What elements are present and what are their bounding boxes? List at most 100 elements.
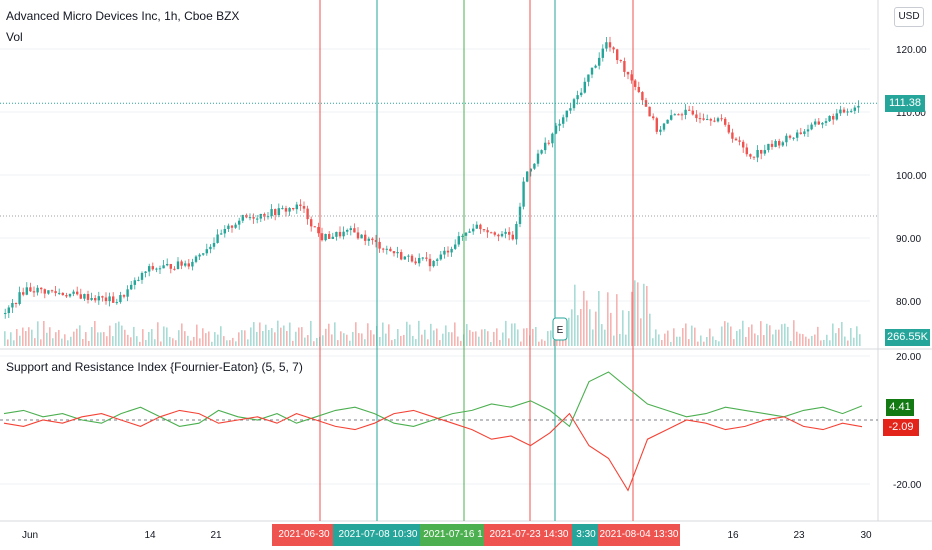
candle-body-181 [655,118,658,132]
candle-body-122 [443,250,446,255]
volume-bar-130 [394,339,396,346]
time-label-3: 2021-07-16 1 [420,524,486,546]
volume-bar-177 [535,327,537,346]
volume-bar-116 [352,331,354,346]
candle-body-13 [50,290,54,292]
candle-body-15 [58,292,61,294]
candle-body-32 [119,295,122,303]
volume-bar-103 [313,341,315,346]
earnings-marker [552,317,568,341]
candle-body-154 [558,123,561,126]
volume-bar-71 [217,334,219,346]
volume-bar-120 [364,339,366,346]
volume-bar-164 [496,328,498,346]
volume-bar-48 [148,331,150,346]
candle-body-121 [439,254,442,260]
candle-body-63 [230,225,234,228]
volume-bar-146 [442,333,444,346]
volume-bar-144 [436,328,438,346]
candle-body-28 [104,297,108,302]
volume-bar-58 [178,330,180,346]
volume-bar-278 [838,328,840,346]
volume-bar-33 [103,332,105,346]
volume-bar-91 [277,320,279,346]
candle-body-179 [648,106,651,117]
candle-body-96 [349,228,352,231]
candle-body-115 [418,258,421,264]
volume-bar-92 [280,327,282,346]
candle-body-127 [461,235,464,237]
volume-bar-30 [94,320,96,346]
candle-body-76 [277,208,280,216]
volume-bar-77 [235,341,237,346]
volume-bar-275 [829,340,831,346]
candle-body-85 [310,219,313,227]
volume-bar-22 [70,336,72,346]
volume-bar-213 [643,283,645,346]
time-tick-label-5: 30 [860,530,872,541]
volume-bar-203 [613,335,615,346]
candle-body-19 [72,291,75,294]
volume-bar-224 [676,336,678,346]
volume-bar-156 [472,331,474,346]
currency-button[interactable]: USD [894,7,924,27]
candle-body-139 [504,231,507,234]
candle-body-117 [425,257,428,259]
volume-bar-135 [409,324,411,346]
candle-body-208 [752,156,756,158]
volume-bar-280 [844,336,846,346]
volume-bar-140 [424,329,426,346]
volume-bar-34 [106,336,108,346]
candle-body-2 [11,302,14,308]
volume-bar-37 [115,323,117,346]
volume-bar-170 [514,323,516,346]
volume-bar-46 [142,329,144,346]
volume-bar-284 [856,326,858,346]
time-tick-label-3: 16 [727,530,739,541]
candle-body-37 [137,279,140,281]
candle-body-59 [216,234,219,243]
volume-bar-54 [166,327,168,346]
volume-bar-150 [454,322,456,346]
volume-bar-152 [460,340,462,346]
volume-bar-222 [670,341,672,346]
volume-bar-62 [190,340,192,346]
candle-body-107 [389,248,392,252]
volume-bar-50 [154,339,156,346]
candle-body-90 [328,233,331,239]
candle-body-136 [493,232,496,235]
candle-body-73 [266,216,270,218]
volume-bar-66 [202,328,204,346]
candle-body-69 [252,217,255,219]
candle-body-87 [317,227,320,234]
volume-bar-230 [694,327,696,346]
candle-body-98 [356,232,360,239]
candle-body-74 [270,209,273,217]
candle-body-70 [256,218,259,220]
candle-body-4 [18,292,21,304]
candle-body-25 [94,298,97,301]
candle-body-126 [457,236,460,245]
price-tick-label-1: 90.00 [896,234,921,245]
volume-bar-11 [37,321,39,346]
candle-body-132 [479,224,482,230]
candle-body-81 [295,204,298,210]
volume-bar-141 [427,339,429,346]
volume-bar-257 [775,329,777,346]
candle-body-1 [7,307,10,314]
volume-bar-106 [322,335,324,346]
candle-body-44 [162,265,165,269]
candle-body-125 [454,244,457,249]
candle-body-82 [299,204,302,207]
volume-bar-172 [520,341,522,346]
volume-bar-244 [736,330,738,346]
candle-body-43 [158,268,162,270]
candle-body-215 [778,140,781,146]
volume-bar-219 [661,339,663,346]
candle-body-35 [130,284,133,290]
volume-label: Vol [6,30,23,44]
chart-title: Advanced Micro Devices Inc, 1h, Cboe BZX [6,9,240,23]
volume-bar-259 [781,324,783,346]
